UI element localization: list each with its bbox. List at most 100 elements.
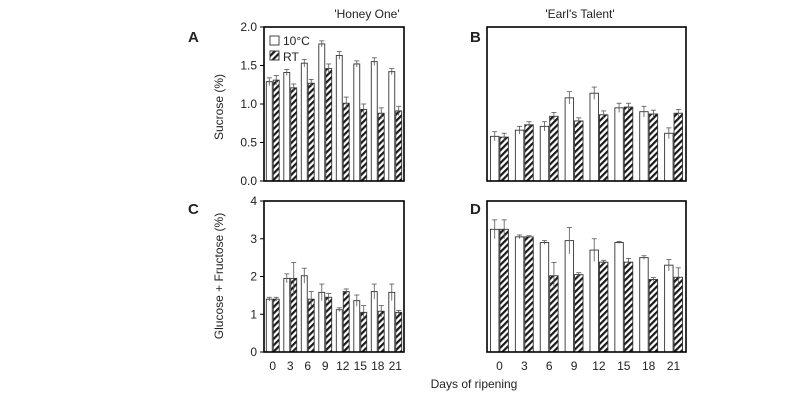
- panel-a-error-bar-rt-day-18: [378, 107, 384, 119]
- panel-d-bars: [490, 219, 683, 353]
- panel-d-bar-10c-day-3: [514, 236, 525, 353]
- panel-c-x-tick-label: 6: [304, 359, 311, 373]
- panel-a-error-bar-10c-day-12: [336, 51, 342, 60]
- panel-c-letter: C: [188, 201, 199, 218]
- panel-b-bar-10c-day-6: [539, 125, 550, 182]
- panel-d-error-bar-rt-day-12: [601, 259, 607, 265]
- panel-d-bar-10c-day-21: [664, 264, 674, 353]
- panel-d-bar-rt-day-12: [598, 261, 609, 353]
- panel-c-error-bar-10c-day-12: [336, 307, 342, 312]
- panel-a-bar-rt-day-18: [377, 112, 385, 182]
- panel-a-error-bar-rt-day-9: [326, 63, 332, 74]
- panel-c-x-tick-label: 3: [287, 359, 294, 373]
- panel-c-error-bar-rt-day-21: [396, 310, 402, 315]
- panel-c-error-bar-10c-day-18: [371, 283, 377, 300]
- panel-b-error-bar-10c-day-12: [591, 86, 597, 100]
- panel-d-error-bar-10c-day-15: [616, 240, 622, 244]
- panel-a-error-bar-10c-day-15: [354, 60, 360, 68]
- panel-c-bar-10c-day-12: [335, 309, 343, 353]
- panel-c-x-tick-label: 21: [389, 359, 403, 373]
- panel-a-bar-rt-day-6: [307, 82, 315, 182]
- panel-d-bar-10c-day-12: [589, 249, 599, 353]
- panel-c-error-bar-rt-day-15: [361, 305, 367, 320]
- panel-a-y-tick-label: 0.0: [240, 174, 257, 188]
- panel-c-bar-10c-day-3: [283, 277, 291, 353]
- panel-c-x-tick-label: 18: [371, 359, 385, 373]
- panel-c-error-bar-10c-day-15: [354, 294, 360, 307]
- panel-c-y-tick-label: 1: [250, 307, 257, 321]
- panel-a-y-tick-label: 0.5: [240, 136, 257, 150]
- panel-c-bar-rt-day-6: [307, 298, 315, 353]
- panel-b-title: 'Earl's Talent': [545, 7, 614, 21]
- panel-d-x-tick-label: 12: [592, 359, 606, 373]
- panel-c-bar-10c-day-15: [353, 300, 361, 353]
- panel-a-bar-rt-day-15: [360, 108, 368, 182]
- panel-c-bar-rt-day-18: [377, 310, 385, 353]
- legend: 10°C RT: [269, 34, 310, 64]
- panel-a-error-bar-rt-day-15: [361, 103, 367, 115]
- panel-a-y-tick-label: 1.0: [240, 97, 257, 111]
- panel-c-error-bar-10c-day-3: [284, 273, 290, 283]
- panel-b-bar-10c-day-0: [490, 135, 500, 182]
- panel-a-error-bar-10c-day-3: [284, 68, 290, 76]
- panel-d-letter: D: [470, 201, 481, 218]
- panel-a-bar-rt-day-21: [395, 110, 403, 182]
- panel-b-error-bar-rt-day-18: [650, 109, 656, 118]
- panel-c-y-tick-label: 0: [250, 345, 257, 359]
- panel-a-y-tick-label: 2.0: [240, 20, 257, 34]
- panel-a-error-bar-10c-day-21: [389, 68, 395, 75]
- panel-c-bar-10c-day-0: [265, 298, 273, 353]
- panel-b-error-bar-rt-day-21: [675, 108, 681, 118]
- panel-b-bar-rt-day-6: [549, 115, 559, 182]
- panel-d-error-bar-rt-day-6: [551, 262, 557, 289]
- panel-b-bar-10c-day-21: [664, 132, 674, 182]
- panel-d-bar-10c-day-6: [539, 242, 550, 353]
- panel-a-bar-10c-day-3: [283, 71, 291, 182]
- panel-d-bar-10c-day-18: [639, 257, 649, 353]
- panel-b-bar-rt-day-12: [598, 114, 609, 182]
- panel-d-bar-rt-day-3: [524, 236, 534, 353]
- panel-b-error-bar-rt-day-3: [526, 121, 532, 128]
- panel-d-error-bar-10c-day-6: [541, 240, 547, 245]
- panel-c-bar-10c-day-6: [300, 275, 308, 353]
- panel-d-bar-rt-day-18: [648, 279, 659, 353]
- panel-a-error-bar-10c-day-9: [319, 40, 325, 48]
- panel-c-x-tick-label: 0: [269, 359, 276, 373]
- panel-b-error-bar-10c-day-3: [517, 125, 523, 135]
- panel-c-bar-rt-day-12: [342, 291, 350, 353]
- panel-b-error-bar-rt-day-0: [501, 132, 507, 141]
- panel-d-x-tick-label: 6: [546, 359, 553, 373]
- panel-b-error-bar-10c-day-9: [566, 91, 572, 104]
- panel-a-bar-10c-day-21: [388, 71, 396, 182]
- panel-d-error-bar-rt-day-18: [650, 277, 656, 282]
- panel-b-error-bar-rt-day-6: [551, 112, 557, 121]
- panel-b-bar-rt-day-15: [623, 106, 634, 182]
- panel-d-error-bar-rt-day-3: [526, 235, 532, 238]
- panel-b-bar-10c-day-9: [564, 97, 575, 182]
- panel-c-bar-rt-day-0: [272, 298, 280, 353]
- panel-a-error-bar-10c-day-6: [301, 58, 307, 68]
- panel-c-error-bar-rt-day-6: [308, 291, 314, 307]
- panel-c-y-tick-label: 2: [250, 270, 257, 284]
- panel-a-bar-10c-day-6: [300, 62, 308, 182]
- panel-c-bar-rt-day-21: [395, 311, 403, 353]
- panel-c-y-tick-label: 3: [250, 232, 257, 246]
- panel-b-error-bar-10c-day-6: [541, 121, 547, 131]
- panel-b-error-bar-10c-day-0: [492, 131, 498, 141]
- panel-a-bar-rt-day-0: [272, 79, 280, 182]
- panel-c-error-bar-rt-day-3: [291, 262, 297, 295]
- panel-b-bar-10c-day-18: [639, 111, 649, 182]
- x-axis-title: Days of ripening: [431, 377, 518, 391]
- panel-a-y-axis-title: Sucrose (%): [212, 74, 226, 140]
- panel-a-bar-rt-day-9: [325, 68, 333, 182]
- panel-d-bar-rt-day-9: [574, 274, 584, 353]
- panel-d-error-bar-10c-day-12: [591, 238, 597, 262]
- panel-b-bars: [490, 86, 683, 182]
- panel-a-bar-10c-day-15: [353, 63, 361, 182]
- panel-a-bar-10c-day-9: [318, 43, 326, 182]
- panel-c-bar-10c-day-9: [318, 291, 326, 353]
- panel-c-bars: [265, 262, 403, 353]
- panel-a-error-bar-rt-day-21: [396, 105, 402, 116]
- panel-b: B 'Earl's Talent': [470, 7, 687, 182]
- panel-b-bar-10c-day-3: [514, 129, 525, 182]
